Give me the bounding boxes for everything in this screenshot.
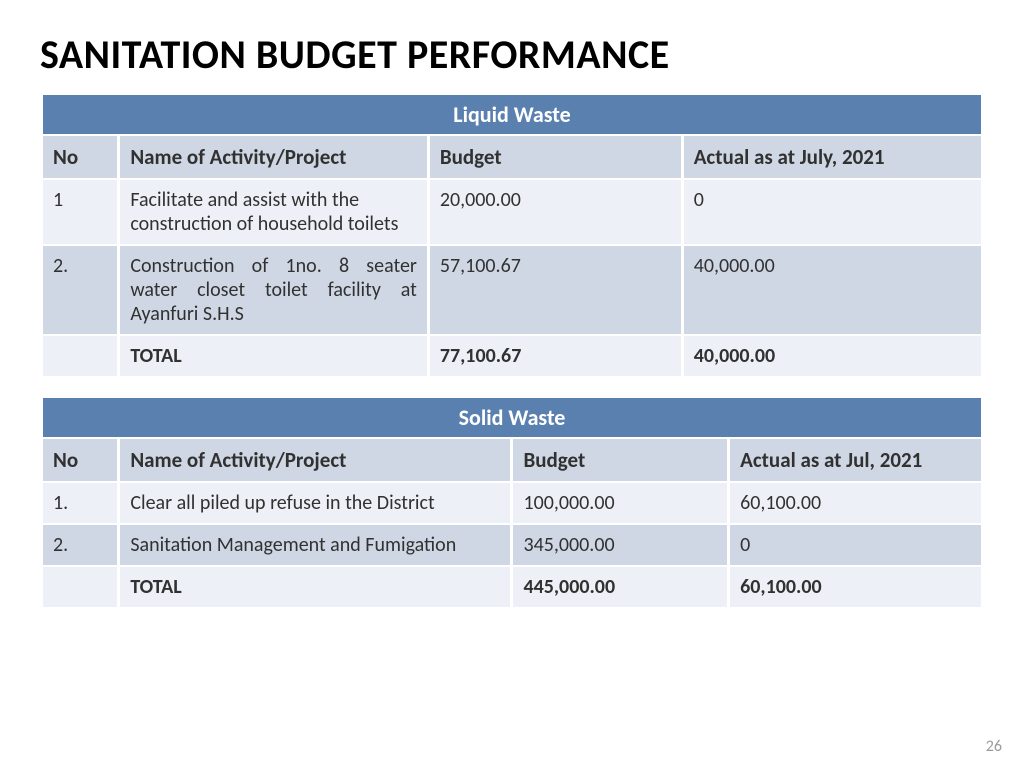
column-header: No — [43, 136, 117, 178]
cell-actual: 0 — [684, 180, 981, 244]
budget-table: Solid WasteNoName of Activity/ProjectBud… — [40, 396, 984, 609]
cell-no: 1. — [43, 483, 117, 523]
column-header: Name of Activity/Project — [120, 439, 510, 481]
cell-actual: 0 — [730, 525, 981, 565]
cell-budget: 57,100.67 — [430, 246, 681, 334]
table-banner: Solid Waste — [43, 398, 981, 437]
budget-table: Liquid WasteNoName of Activity/ProjectBu… — [40, 93, 984, 378]
column-header: Budget — [513, 439, 727, 481]
cell-name: Facilitate and assist with the construct… — [120, 180, 427, 244]
cell-total-budget: 77,100.67 — [430, 336, 681, 376]
total-row: TOTAL77,100.6740,000.00 — [43, 336, 981, 376]
page-number: 26 — [986, 737, 1002, 756]
table-row: 2.Sanitation Management and Fumigation34… — [43, 525, 981, 565]
column-header: Actual as at Jul, 2021 — [730, 439, 981, 481]
cell-name: Clear all piled up refuse in the Distric… — [120, 483, 510, 523]
cell-budget: 345,000.00 — [513, 525, 727, 565]
column-header: Name of Activity/Project — [120, 136, 427, 178]
cell-total-label: TOTAL — [120, 567, 510, 607]
page-title: SANITATION BUDGET PERFORMANCE — [40, 30, 984, 79]
cell-no: 1 — [43, 180, 117, 244]
cell-no: 2. — [43, 525, 117, 565]
column-header: Actual as at July, 2021 — [684, 136, 981, 178]
cell-budget: 100,000.00 — [513, 483, 727, 523]
cell-total-actual: 40,000.00 — [684, 336, 981, 376]
cell-budget: 20,000.00 — [430, 180, 681, 244]
table-row: 2.Construction of 1no. 8 seater water cl… — [43, 246, 981, 334]
total-row: TOTAL445,000.0060,100.00 — [43, 567, 981, 607]
column-header: No — [43, 439, 117, 481]
cell-name: Sanitation Management and Fumigation — [120, 525, 510, 565]
column-header: Budget — [430, 136, 681, 178]
cell-total-label: TOTAL — [120, 336, 427, 376]
cell-actual: 60,100.00 — [730, 483, 981, 523]
cell-empty — [43, 567, 117, 607]
cell-actual: 40,000.00 — [684, 246, 981, 334]
table-row: 1Facilitate and assist with the construc… — [43, 180, 981, 244]
cell-total-budget: 445,000.00 — [513, 567, 727, 607]
cell-total-actual: 60,100.00 — [730, 567, 981, 607]
tables-container: Liquid WasteNoName of Activity/ProjectBu… — [40, 93, 984, 609]
cell-empty — [43, 336, 117, 376]
table-banner: Liquid Waste — [43, 95, 981, 134]
cell-no: 2. — [43, 246, 117, 334]
cell-name: Construction of 1no. 8 seater water clos… — [120, 246, 427, 334]
table-row: 1.Clear all piled up refuse in the Distr… — [43, 483, 981, 523]
